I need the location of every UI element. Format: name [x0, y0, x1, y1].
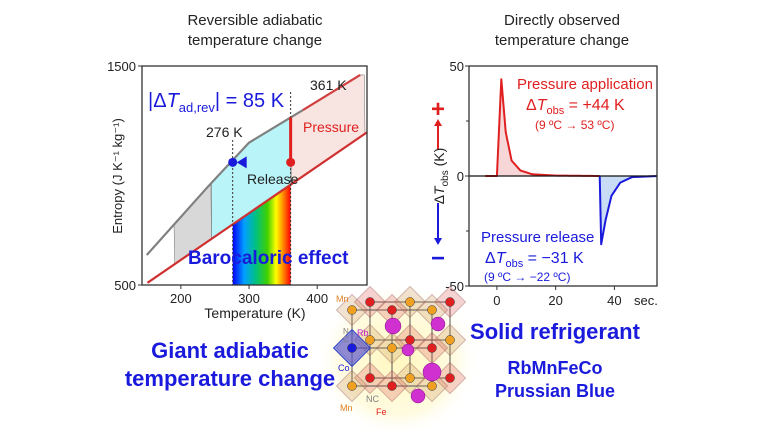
- atom-label-rb: Rb: [357, 328, 369, 338]
- left-plot-frame: [141, 65, 368, 286]
- fe-atom: [445, 373, 455, 383]
- fe-atom: [365, 297, 375, 307]
- pressure-release-value: ΔTobs = −31 K: [485, 250, 584, 270]
- fe-atom: [387, 305, 397, 315]
- release-label: Release: [247, 171, 299, 187]
- lower-entropy-curve: [146, 130, 367, 284]
- mn-atom: [427, 305, 437, 315]
- left-series-lines: [145, 74, 367, 285]
- mn-atom: [347, 305, 357, 315]
- material-type: Prussian Blue: [495, 381, 615, 401]
- atom-label-c-top: C: [343, 335, 349, 344]
- x-tick-label: 0: [493, 293, 500, 308]
- crystal-lattice: [332, 285, 467, 404]
- pressure-release-title: Pressure release: [481, 229, 594, 246]
- x-tick-label: 20: [548, 293, 562, 308]
- release-arrowhead-icon: [236, 156, 247, 169]
- left-axis-ticks: 200 300 400 500 1500: [107, 59, 328, 306]
- atom-label-mn-top: Mn: [336, 294, 349, 304]
- y-tick-label: 0: [457, 169, 464, 184]
- delta-t-ad-rev-label: |ΔTad,rev| = 85 K: [148, 90, 285, 115]
- x-tick-label: 200: [170, 291, 192, 306]
- pressure-release-curve-fill: [599, 176, 657, 245]
- pressure-application-value: ΔTobs = +44 K: [526, 97, 625, 117]
- up-arrowhead-icon: [434, 119, 442, 126]
- rainbow-temperature-band: [232, 184, 291, 285]
- prussian-blue-crystal-structure: Mn Rb N C Co Mn NC Fe: [316, 282, 480, 438]
- y-tick-label: -50: [445, 279, 464, 294]
- rb-atom: [430, 316, 446, 332]
- pressure-label: Pressure: [303, 119, 359, 135]
- minus-sign: −: [431, 245, 445, 272]
- giant-adiabatic-line1: Giant adiabatic: [151, 338, 309, 363]
- right-title-line2: temperature change: [495, 32, 629, 49]
- mn-atom: [405, 373, 415, 383]
- right-axis-ticks: 0 20 40 -50 0 50: [445, 59, 621, 308]
- barocaloric-effect-label: Barocaloric effect: [188, 248, 349, 269]
- left-title-line1: Reversible adiabatic: [187, 12, 323, 29]
- down-arrowhead-icon: [434, 238, 442, 245]
- fe-atom: [387, 381, 397, 391]
- atom-label-nc: NC: [366, 394, 379, 404]
- mn-atom: [427, 381, 437, 391]
- material-name: RbMnFeCo: [508, 358, 603, 378]
- t-low-label: 276 K: [206, 124, 243, 140]
- mn-atom: [365, 335, 375, 345]
- left-y-axis-label: Entropy (J K⁻¹ kg⁻¹): [110, 118, 125, 234]
- y-tick-label: 50: [450, 59, 464, 74]
- fe-atom: [427, 343, 437, 353]
- left-x-axis-label: Temperature (K): [204, 305, 305, 321]
- plus-sign: +: [431, 96, 445, 123]
- fe-atom: [445, 297, 455, 307]
- x-tick-label: 400: [306, 291, 328, 306]
- mn-atom: [387, 343, 397, 353]
- rb-atom: [410, 388, 426, 404]
- pressure-application-range: (9 ºC → 53 ºC): [535, 118, 614, 132]
- observed-temperature-chart: 0 20 40 -50 0 50 sec. Pressure application ΔT…: [431, 59, 658, 308]
- right-title-line1: Directly observed: [504, 12, 620, 29]
- rb-atom: [384, 317, 402, 335]
- t-high-label: 361 K: [310, 77, 347, 93]
- entropy-temperature-chart: 200 300 400 500 1500 Temperature (K) Entropy…: [107, 59, 368, 321]
- pressure-point-marker: [286, 157, 296, 167]
- right-y-axis-label: ΔTobs (K): [431, 148, 451, 205]
- upper-entropy-curve-high-t: [302, 74, 361, 111]
- left-title-line2: temperature change: [188, 32, 322, 49]
- x-unit-label: sec.: [634, 293, 658, 308]
- pressure-release-range: (9 ºC → −22 ºC): [484, 270, 570, 284]
- pressure-application-title: Pressure application: [517, 76, 653, 93]
- x-tick-label: 300: [238, 291, 260, 306]
- atom-label-fe: Fe: [376, 407, 387, 417]
- mn-atom: [445, 335, 455, 345]
- release-point-marker: [228, 157, 238, 167]
- y-tick-label: 1500: [107, 59, 136, 74]
- mn-atom: [347, 381, 357, 391]
- atom-label-mn-bottom: Mn: [340, 403, 353, 413]
- mn-atom: [405, 297, 415, 307]
- atom-label-n-top: N: [343, 327, 349, 336]
- x-tick-label: 40: [607, 293, 621, 308]
- y-tick-label: 500: [114, 278, 136, 293]
- co-atom: [347, 343, 357, 353]
- giant-adiabatic-line2: temperature change: [125, 366, 335, 391]
- fe-atom: [365, 373, 375, 383]
- rb-atom: [422, 362, 442, 382]
- atom-label-co: Co: [338, 363, 350, 373]
- rb-atom: [401, 343, 415, 357]
- solid-refrigerant-label: Solid refrigerant: [470, 319, 641, 344]
- upper-entropy-curve: [145, 109, 304, 256]
- fe-atom: [405, 335, 415, 345]
